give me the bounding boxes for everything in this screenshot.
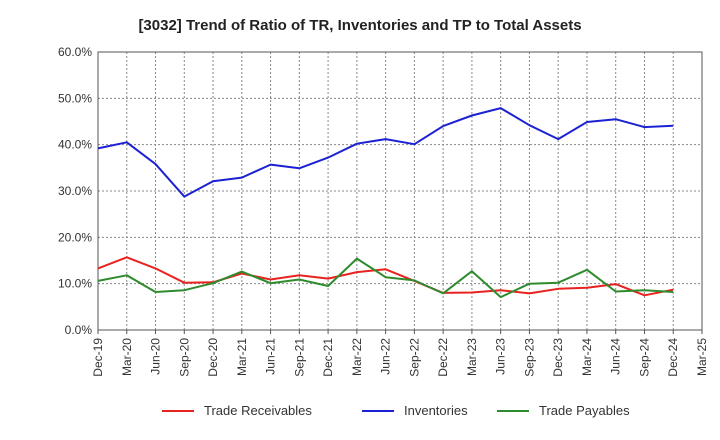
x-tick-label: Mar-22 bbox=[350, 338, 364, 376]
x-tick-label: Sep-20 bbox=[177, 338, 191, 377]
y-tick-label: 60.0% bbox=[58, 45, 92, 59]
x-tick-label: Sep-23 bbox=[522, 338, 536, 377]
x-tick-label: Dec-23 bbox=[551, 338, 565, 377]
legend: Trade Receivables Inventories Trade Payabl… bbox=[162, 403, 630, 418]
grid bbox=[98, 52, 702, 330]
y-tick-label: 20.0% bbox=[58, 230, 92, 244]
x-tick-label: Sep-22 bbox=[407, 338, 421, 377]
x-tick-label: Dec-19 bbox=[91, 338, 105, 377]
x-tick-label: Mar-20 bbox=[120, 338, 134, 376]
series-lines bbox=[97, 107, 674, 299]
x-tick-label: Dec-21 bbox=[321, 338, 335, 377]
x-tick-label: Jun-22 bbox=[379, 338, 393, 375]
x-tick-label: Dec-24 bbox=[666, 338, 680, 377]
x-tick-label: Jun-20 bbox=[149, 338, 163, 375]
x-tick-label: Jun-23 bbox=[494, 338, 508, 375]
y-tick-label: 30.0% bbox=[58, 184, 92, 198]
chart-title: [3032] Trend of Ratio of TR, Inventories… bbox=[138, 17, 581, 34]
series-line-inventories bbox=[97, 107, 674, 198]
x-tick-label: Dec-22 bbox=[436, 338, 450, 377]
series-line-trade-receivables bbox=[97, 256, 674, 297]
y-tick-label: 10.0% bbox=[58, 277, 92, 291]
axes: 0.0% 10.0% 20.0% 30.0% 40.0% 50.0% 60.0% Dec-19… bbox=[58, 45, 709, 377]
y-tick-label: 40.0% bbox=[58, 138, 92, 152]
series-line-trade-payables bbox=[97, 257, 674, 299]
legend-label: Inventories bbox=[404, 403, 468, 418]
plot-frame bbox=[97, 51, 703, 331]
y-tick-label: 0.0% bbox=[65, 323, 93, 337]
x-tick-label: Sep-24 bbox=[637, 338, 651, 377]
x-tick-label: Mar-25 bbox=[695, 338, 709, 376]
x-tick-label: Jun-21 bbox=[264, 338, 278, 375]
x-tick-label: Sep-21 bbox=[292, 338, 306, 377]
x-tick-label: Dec-20 bbox=[206, 338, 220, 377]
x-tick-label: Jun-24 bbox=[609, 338, 623, 375]
legend-label: Trade Receivables bbox=[204, 403, 312, 418]
y-tick-label: 50.0% bbox=[58, 91, 92, 105]
x-tick-label: Mar-21 bbox=[235, 338, 249, 376]
x-tick-label: Mar-23 bbox=[465, 338, 479, 376]
legend-label: Trade Payables bbox=[539, 403, 630, 418]
x-tick-label: Mar-24 bbox=[580, 338, 594, 376]
